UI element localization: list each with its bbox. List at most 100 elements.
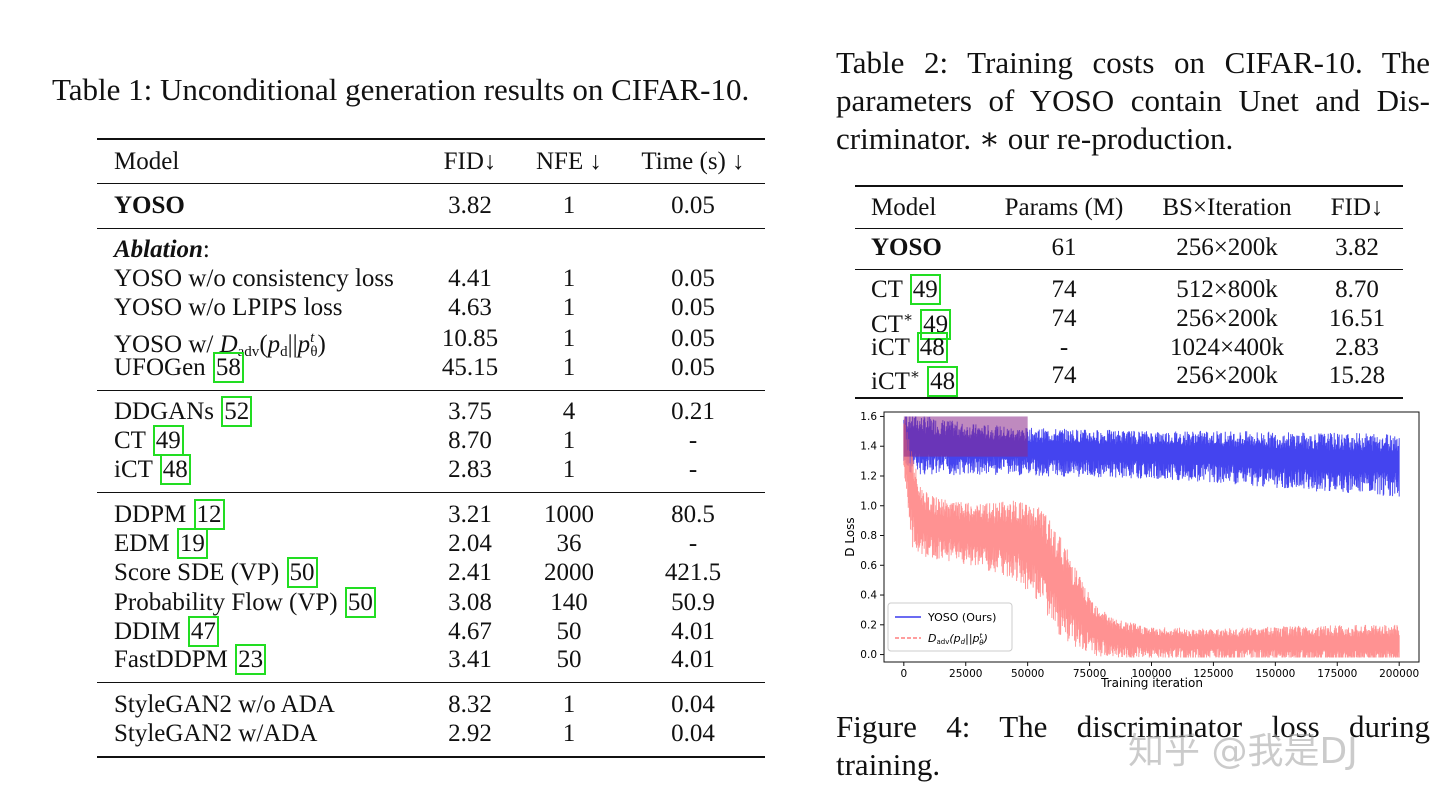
- table1-row-model: iCT 48: [114, 454, 191, 485]
- citation-link[interactable]: 50: [286, 557, 318, 588]
- table1-row-nfe: 1: [562, 265, 576, 292]
- table2-caption-line-2: parameters of YOSO contain Unet and Dis-: [836, 83, 1430, 118]
- citation-link[interactable]: 49: [152, 425, 184, 456]
- table1-row-nfe: 4: [562, 398, 576, 425]
- table1-header-fid: FID↓: [443, 148, 497, 175]
- table1-row-fid: 2.92: [448, 720, 492, 747]
- y-tick-label: 0.4: [860, 590, 877, 602]
- citation-link[interactable]: 48: [927, 366, 959, 397]
- table2-yoso-model: YOSO: [871, 234, 942, 261]
- x-tick-label: 200000: [1379, 668, 1419, 680]
- table1-row-time: 80.5: [671, 501, 715, 528]
- citation-link[interactable]: 12: [193, 499, 225, 530]
- citation-link[interactable]: 19: [176, 528, 208, 559]
- citation-link[interactable]: 58: [212, 352, 244, 383]
- table1-row-model: YOSO w/ Dadv(pd||ptθ): [114, 324, 326, 367]
- table2-yoso-fid: 3.82: [1335, 234, 1379, 261]
- table2-top-rule: [855, 185, 1403, 187]
- y-axis-label: D Loss: [843, 517, 857, 556]
- x-tick-label: 125000: [1193, 668, 1233, 680]
- citation-link[interactable]: 48: [916, 332, 948, 363]
- y-tick-label: 1.6: [860, 411, 877, 423]
- table1-row-model: DDPM 12: [114, 499, 225, 530]
- table1-row-nfe: 2000: [544, 559, 594, 586]
- ablation-label: Ablation: [114, 236, 203, 263]
- figure4-caption: Figure 4: The discriminator loss during …: [836, 708, 1430, 784]
- table1-header-rule: [97, 183, 765, 184]
- table1-header-model: Model: [114, 148, 180, 175]
- dadv-formula: Dadv(pd||ptθ): [219, 330, 326, 360]
- table1-row-fid: 45.15: [441, 354, 499, 381]
- citation-link[interactable]: 52: [221, 396, 253, 427]
- y-tick-label: 0.6: [860, 560, 877, 572]
- legend-label-yoso: YOSO (Ours): [927, 611, 996, 624]
- table1-row-nfe: 1: [562, 325, 576, 352]
- table1-rule-4: [97, 682, 765, 683]
- citation-link[interactable]: 47: [187, 616, 219, 647]
- table1-bottom-rule: [97, 756, 765, 758]
- table1-header-nfe: NFE ↓: [536, 148, 602, 175]
- table1-row-time: 50.9: [671, 589, 715, 616]
- citation-link[interactable]: 49: [920, 309, 952, 340]
- table1-header-time: Time (s) ↓: [641, 148, 745, 175]
- table2-row-model: iCT 48: [871, 332, 948, 363]
- citation-link[interactable]: 48: [159, 454, 191, 485]
- table1-row-fid: 3.08: [448, 589, 492, 616]
- table1-row-nfe: 1: [562, 354, 576, 381]
- table2-yoso-bsi: 256×200k: [1176, 234, 1278, 261]
- table1-row-model: FastDDPM 23: [114, 644, 267, 675]
- citation-link[interactable]: 23: [235, 644, 267, 675]
- x-tick-label: 100000: [1131, 668, 1171, 680]
- table2-row-model: CT∗ 49: [871, 304, 952, 340]
- table1-row-time: 4.01: [671, 646, 715, 673]
- citation-link[interactable]: 50: [344, 587, 376, 618]
- table1-rule-3: [97, 492, 765, 493]
- model-name: DDGANs: [114, 398, 221, 425]
- table2-rule-1: [855, 269, 1403, 270]
- table1-rule-2: [97, 390, 765, 391]
- series-overlap-region: [903, 416, 1028, 457]
- table1-row-fid: 3.41: [448, 646, 492, 673]
- table2-row-model: CT 49: [871, 274, 941, 305]
- table1-row-model: EDM 19: [114, 528, 208, 559]
- table2-row-bsi: 1024×400k: [1169, 334, 1285, 361]
- table1-row-nfe: 1: [562, 294, 576, 321]
- table2-header-fid: FID↓: [1330, 194, 1384, 221]
- table2-row-params: 74: [1051, 362, 1077, 389]
- table1-row-nfe: 36: [556, 530, 582, 557]
- table1-row-model: Score SDE (VP) 50: [114, 557, 318, 588]
- table1-row-nfe: 50: [556, 618, 582, 645]
- table1-yoso-model: YOSO: [114, 192, 185, 219]
- table2-header-bsi: BS×Iteration: [1162, 194, 1292, 221]
- y-tick-label: 0.8: [860, 530, 877, 542]
- model-name: EDM: [114, 530, 176, 557]
- table1-row-time: 0.05: [671, 294, 715, 321]
- reproduction-star: ∗: [909, 367, 921, 383]
- y-tick-label: 1.0: [860, 500, 877, 512]
- table1-row-fid: 4.67: [448, 618, 492, 645]
- x-tick-label: 150000: [1255, 668, 1295, 680]
- model-name: Score SDE (VP): [114, 559, 286, 586]
- y-tick-label: 0.0: [860, 649, 877, 661]
- x-tick-label: 75000: [1073, 668, 1106, 680]
- figure4-caption-line-2: training.: [836, 747, 941, 782]
- table2-caption-line-1: Table 2: Training costs on CIFAR-10. The: [836, 45, 1430, 80]
- table2-row-model: iCT∗ 48: [871, 361, 959, 397]
- model-name: iCT: [114, 456, 159, 483]
- citation-link[interactable]: 49: [909, 274, 941, 305]
- x-tick-label: 0: [900, 668, 907, 680]
- model-name: FastDDPM: [114, 646, 235, 673]
- table1-row-time: 421.5: [664, 559, 722, 586]
- table1-row-time: 0.04: [671, 720, 715, 747]
- table2-row-fid: 2.83: [1335, 334, 1379, 361]
- table2-row-fid: 8.70: [1335, 276, 1379, 303]
- table1-row-time: -: [688, 456, 698, 483]
- zhihu-watermark: 知乎 @我是DJ: [1128, 731, 1358, 772]
- model-name: DDPM: [114, 501, 193, 528]
- table1-row-model: DDIM 47: [114, 616, 219, 647]
- y-tick-label: 0.2: [860, 619, 877, 631]
- table1-yoso-nfe: 1: [562, 192, 576, 219]
- x-axis-label: Training iteration: [1100, 676, 1203, 690]
- figure4-caption-line-1: Figure 4: The discriminator loss during: [836, 709, 1430, 744]
- table1-row-fid: 8.70: [448, 427, 492, 454]
